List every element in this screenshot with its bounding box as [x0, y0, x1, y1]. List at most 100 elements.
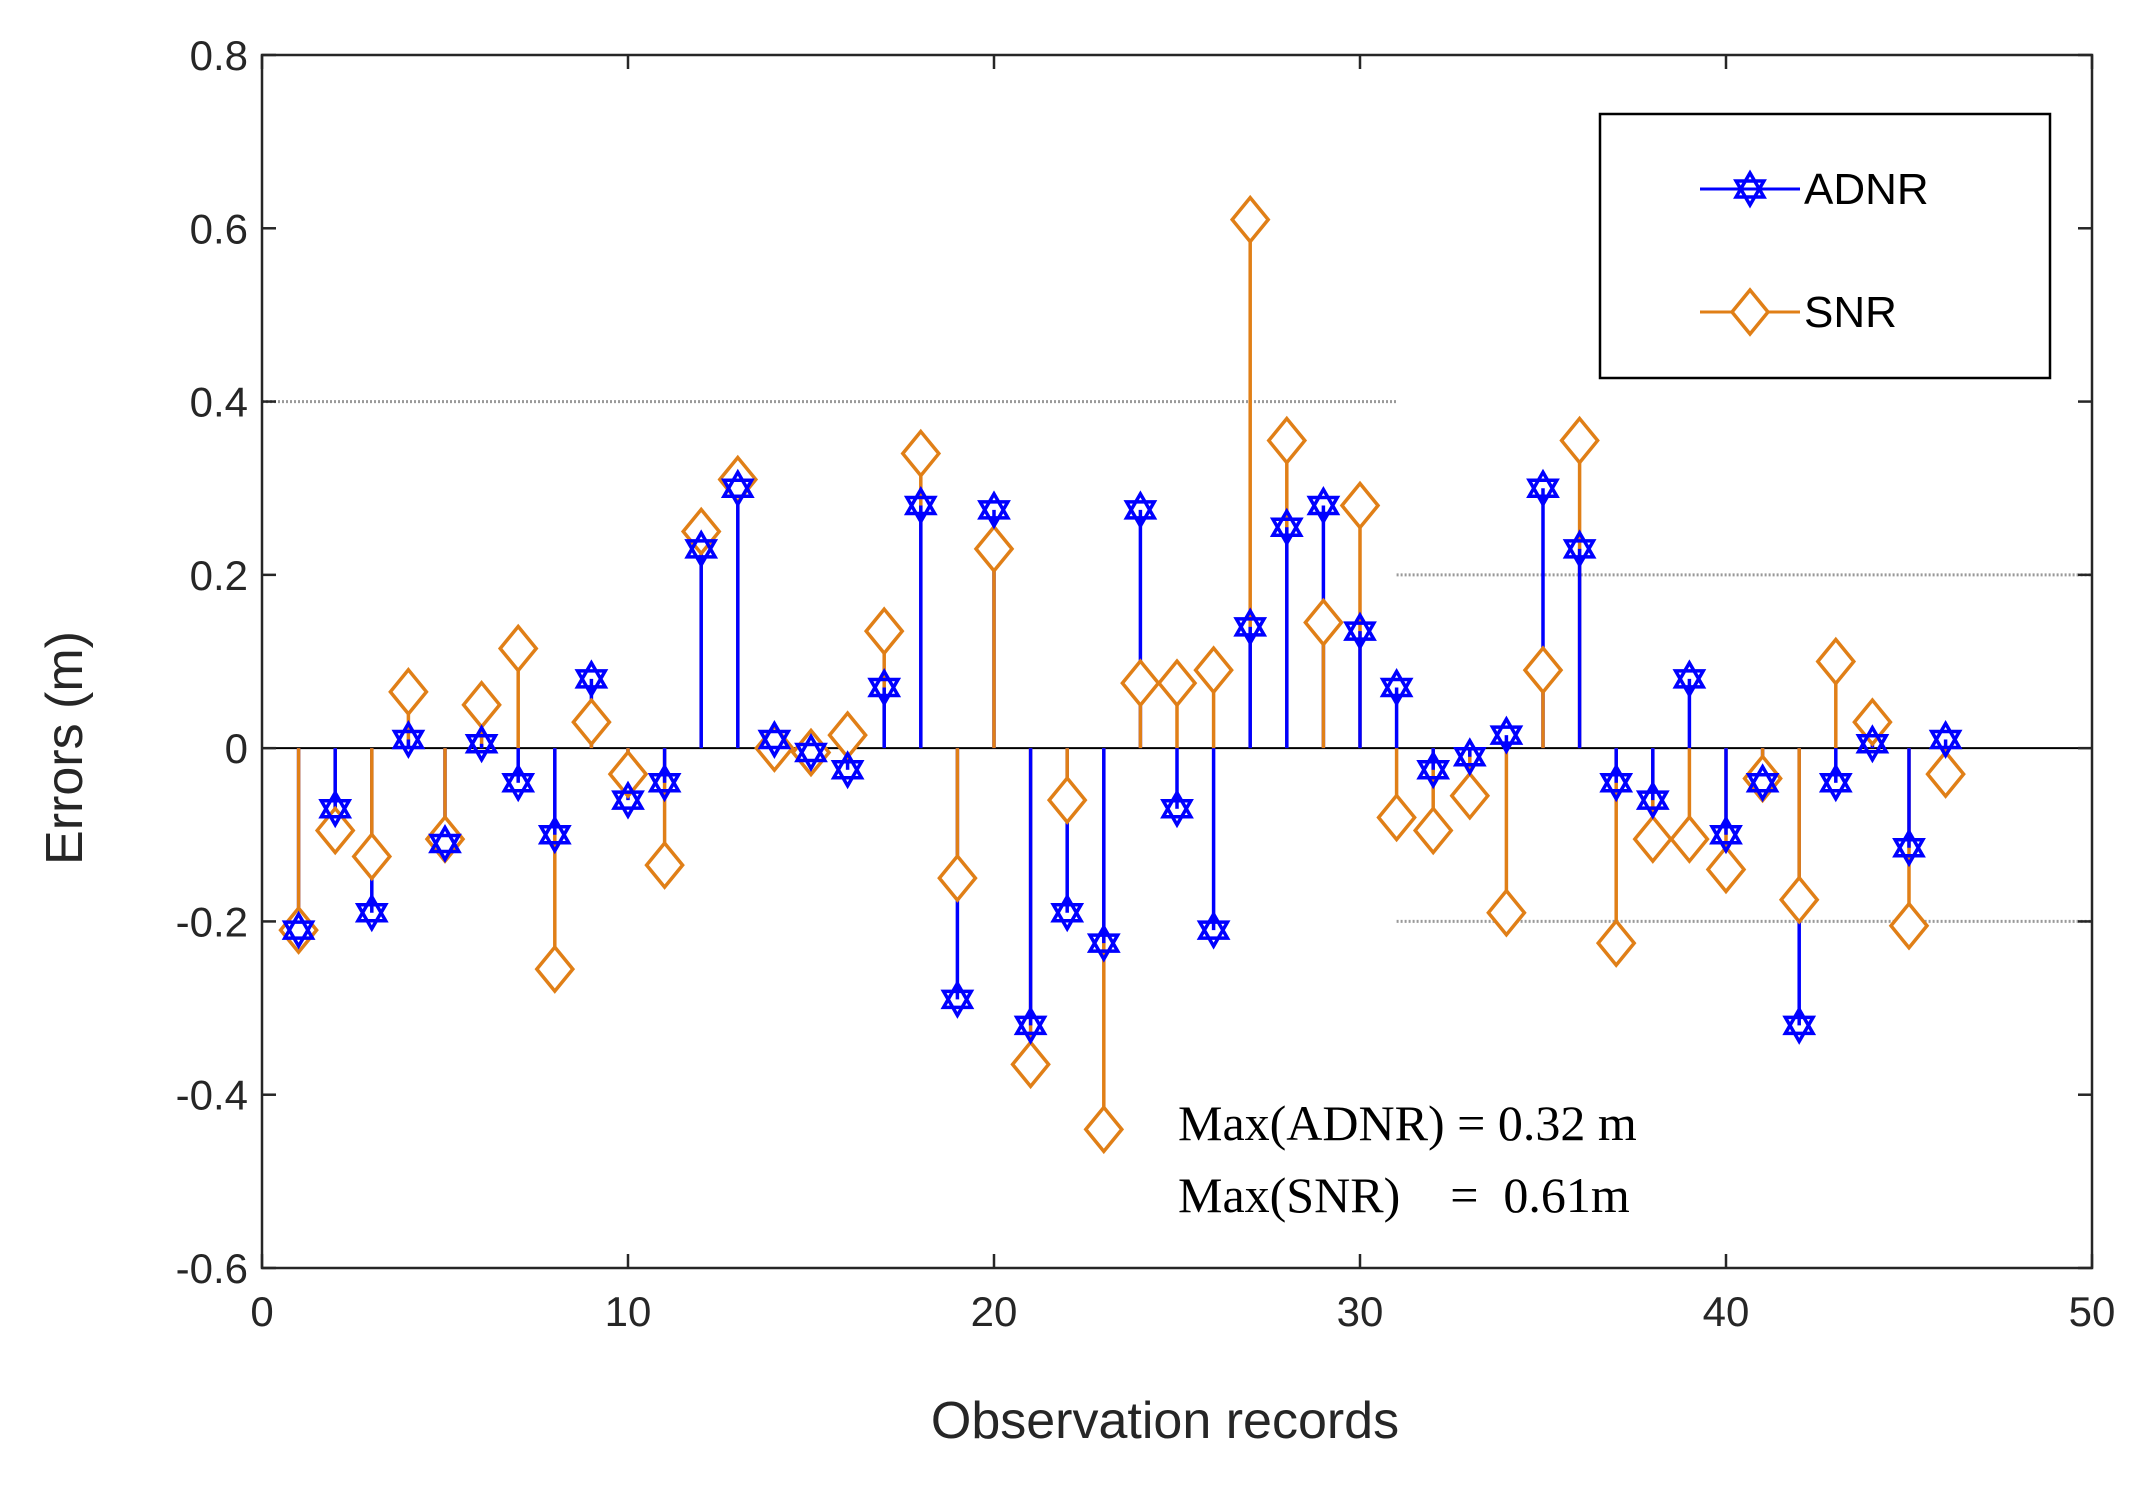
snr-point: [1156, 658, 1198, 708]
adnr-point: [318, 789, 353, 829]
adnr-point: [1489, 715, 1524, 755]
snr-point: [534, 944, 576, 994]
y-tick-label: 0.6: [190, 205, 248, 252]
x-axis-title: Observation records: [931, 1392, 1399, 1450]
snr-point: [1705, 844, 1747, 895]
x-tick-label: 30: [1337, 1288, 1384, 1335]
adnr-point: [1343, 611, 1377, 651]
adnr-point: [647, 763, 682, 803]
legend-adnr-label: ADNR: [1804, 165, 1929, 214]
snr-point: [900, 428, 942, 479]
adnr-point: [354, 893, 389, 933]
snr-point: [1010, 1039, 1051, 1090]
adnr-point: [1233, 607, 1268, 647]
x-tick-label: 0: [250, 1288, 273, 1335]
adnr-point: [757, 719, 792, 759]
snr-point: [1522, 645, 1564, 695]
adnr-point: [501, 763, 536, 803]
legend-adnr-marker: [1733, 169, 1767, 209]
snr-point: [1303, 597, 1344, 648]
adnr-point: [684, 529, 719, 569]
adnr-point: [1196, 910, 1231, 950]
y-axis-title: Errors (m): [36, 631, 94, 865]
snr-point: [497, 623, 539, 674]
snr-point: [314, 805, 356, 856]
x-tick-label: 50: [2069, 1288, 2116, 1335]
snr-point: [607, 749, 649, 799]
snr-point: [973, 524, 1015, 574]
adnr-point: [1892, 828, 1926, 868]
legend: ADNR SNR: [1598, 112, 2052, 380]
legend-box: [1598, 112, 2052, 380]
legend-snr-label: SNR: [1804, 288, 1897, 337]
adnr-point: [1123, 490, 1158, 530]
adnr-point: [391, 719, 426, 759]
snr-point: [1486, 888, 1527, 938]
adnr-point: [1379, 667, 1414, 707]
snr-point: [644, 840, 685, 890]
x-tick-label: 40: [1703, 1288, 1750, 1335]
snr-point: [1559, 415, 1600, 466]
snr-point: [388, 667, 429, 717]
adnr-point: [1269, 507, 1304, 547]
adnr-point: [867, 667, 902, 707]
x-tick-label: 20: [971, 1288, 1018, 1335]
adnr-point: [1635, 780, 1670, 820]
adnr-point: [464, 724, 499, 764]
markers-layer: [278, 194, 1966, 1155]
adnr-point: [903, 486, 938, 526]
adnr-point: [1855, 724, 1890, 764]
axis-ticks: 0 10 20 30 40 50 -0.6 -0.4 -0.2 0 0.2 0.4 0.6 0.8: [176, 32, 2116, 1335]
adnr-point: [940, 979, 975, 1019]
adnr-point: [720, 468, 755, 508]
adnr-point: [574, 659, 609, 699]
x-tick-label: 10: [605, 1288, 652, 1335]
adnr-point: [428, 823, 462, 863]
snr-point: [1925, 749, 1966, 799]
snr-point: [1046, 775, 1088, 825]
reference-lines: [262, 400, 2092, 923]
snr-point: [1888, 900, 1930, 951]
adnr-point: [1709, 815, 1743, 855]
adnr-point: [1526, 468, 1560, 508]
snr-point: [1376, 792, 1417, 843]
adnr-point: [830, 750, 865, 790]
adnr-point: [1562, 529, 1597, 569]
y-tick-label: 0.4: [190, 379, 248, 426]
adnr-point: [281, 910, 316, 950]
snr-point: [1229, 194, 1271, 245]
snr-point: [863, 606, 905, 656]
adnr-point: [1160, 789, 1194, 829]
snr-point: [1815, 636, 1857, 687]
snr-point: [1852, 697, 1893, 747]
adnr-point: [1928, 719, 1963, 759]
snr-point: [1120, 658, 1161, 708]
adnr-point: [977, 490, 1011, 530]
adnr-point: [1416, 750, 1451, 790]
adnr-point: [1672, 659, 1707, 699]
snr-point: [1339, 480, 1381, 531]
plot-frame: [260, 53, 2094, 1270]
snr-point: [1778, 875, 1820, 925]
annotation-max-snr: Max(SNR) = 0.61m: [1178, 1167, 1630, 1223]
snr-point: [1449, 771, 1491, 821]
snr-point: [1632, 814, 1674, 864]
snr-point: [1266, 415, 1308, 466]
y-tick-label: 0.8: [190, 32, 248, 79]
y-tick-label: -0.6: [176, 1245, 248, 1292]
adnr-point: [1599, 763, 1634, 803]
y-tick-label: 0: [225, 725, 248, 772]
adnr-point: [611, 780, 645, 820]
snr-point: [571, 697, 612, 747]
snr-point: [1412, 805, 1454, 856]
snr-point: [1083, 1104, 1125, 1155]
adnr-point: [1782, 1005, 1817, 1045]
adnr-point: [1818, 763, 1853, 803]
adnr-point: [1013, 1005, 1048, 1045]
adnr-point: [1086, 923, 1121, 963]
legend-snr-marker: [1729, 287, 1771, 337]
adnr-point: [537, 815, 572, 855]
adnr-point: [1452, 737, 1487, 777]
snr-point: [1193, 645, 1234, 695]
